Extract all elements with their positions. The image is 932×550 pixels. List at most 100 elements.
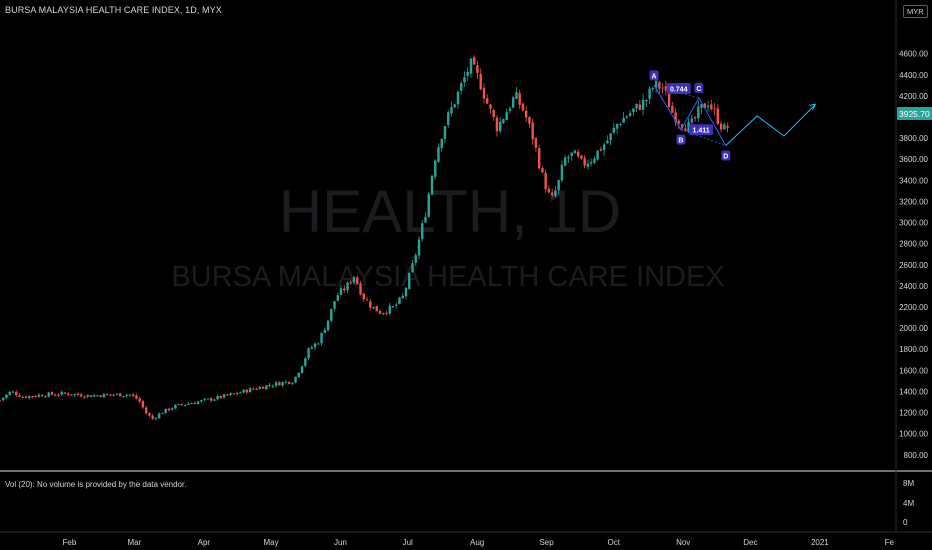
- candle-body: [489, 104, 492, 109]
- candle-body: [144, 407, 148, 414]
- time-tick-label: Apr: [198, 538, 211, 547]
- candle-body: [632, 108, 635, 112]
- candle-body: [54, 394, 57, 396]
- candle-body: [131, 394, 135, 396]
- candle-body: [560, 164, 564, 181]
- candle-body: [369, 301, 372, 308]
- candle-body: [541, 168, 544, 173]
- candle-body: [658, 82, 661, 89]
- price-tick-label: 4400.00: [899, 71, 928, 80]
- candle-body: [80, 394, 83, 397]
- pattern-point-label: B: [678, 138, 683, 145]
- volume-tick-label: 8M: [903, 479, 914, 488]
- candle-body: [297, 372, 301, 378]
- watermark-name: BURSA MALAYSIA HEALTH CARE INDEX: [171, 261, 724, 293]
- candle-body: [193, 402, 197, 404]
- candle-body: [576, 151, 580, 157]
- candle-body: [177, 403, 180, 405]
- candle-body: [408, 273, 411, 289]
- candle-body: [76, 393, 80, 395]
- candle-body: [47, 392, 50, 397]
- candle-body: [476, 65, 479, 73]
- price-tick-label: 2800.00: [899, 240, 928, 249]
- candle-body: [170, 408, 174, 410]
- price-tick-label: 4200.00: [899, 92, 928, 101]
- candle-body: [323, 330, 326, 333]
- candle-body: [226, 394, 229, 396]
- pattern-point-label: C: [696, 86, 701, 93]
- time-tick-label: Fe: [885, 538, 895, 547]
- candle-body: [700, 104, 703, 109]
- candle-body: [92, 395, 96, 397]
- pattern-point-badge: [694, 83, 704, 94]
- candle-body: [252, 388, 255, 390]
- candle-body: [102, 393, 106, 398]
- candle-body: [440, 138, 443, 149]
- candle-body: [333, 301, 336, 309]
- candle-body: [417, 239, 421, 256]
- chart-title: BURSA MALAYSIA HEALTH CARE INDEX, 1D, MY…: [5, 5, 222, 15]
- time-tick-label: Feb: [63, 538, 77, 547]
- candle-body: [521, 103, 525, 111]
- candle-body: [606, 140, 609, 144]
- candle-body: [567, 157, 570, 159]
- candle-body: [421, 223, 424, 239]
- candle-body: [684, 128, 687, 131]
- time-tick-label: Nov: [676, 538, 690, 547]
- candle-body: [109, 394, 112, 396]
- candle-body: [534, 138, 538, 148]
- time-tick-label: Jul: [403, 538, 413, 547]
- candle-body: [450, 107, 453, 114]
- candle-body: [635, 103, 638, 109]
- candle-body: [563, 157, 567, 166]
- candle-body: [492, 110, 495, 118]
- candle-body: [209, 398, 213, 401]
- candle-body: [57, 394, 60, 396]
- candle-body: [671, 105, 674, 113]
- candle-body: [498, 121, 502, 132]
- currency-badge[interactable]: MYR: [903, 5, 928, 18]
- price-tick-label: 4600.00: [899, 50, 928, 59]
- candle-body: [73, 393, 76, 396]
- candle-body: [122, 395, 125, 397]
- candle-body: [18, 395, 21, 397]
- candle-body: [304, 358, 307, 366]
- candle-body: [531, 122, 534, 140]
- pattern-point-label: A: [652, 73, 657, 80]
- candle-body: [222, 394, 226, 398]
- candle-body: [34, 396, 37, 398]
- time-axis[interactable]: Feb Mar Apr May Jun Jul Aug Sep Oct Nov Dec 2021 Fe: [63, 538, 895, 547]
- candle-body: [680, 124, 684, 129]
- candle-body: [482, 88, 486, 99]
- candle-body: [602, 144, 606, 150]
- candle-body: [693, 117, 697, 119]
- candle-body: [336, 295, 339, 301]
- candle-body: [37, 394, 41, 397]
- candle-body: [60, 392, 63, 395]
- candle-body: [164, 408, 167, 414]
- candle-body: [583, 158, 586, 166]
- candle-body: [196, 401, 200, 404]
- candle-body: [343, 288, 346, 291]
- candle-body: [723, 124, 726, 130]
- candle-body: [401, 295, 404, 298]
- candle-body: [138, 398, 141, 402]
- candle-body: [118, 393, 122, 397]
- candle-body: [641, 99, 645, 110]
- candle-body: [557, 179, 560, 191]
- candle-body: [460, 83, 463, 91]
- candle-body: [235, 392, 239, 394]
- candle-body: [11, 391, 15, 393]
- candle-body: [105, 394, 109, 396]
- harmonic-pattern[interactable]: A B C D 0.744 1.411: [649, 70, 817, 161]
- candle-body: [502, 119, 505, 123]
- candle-body: [112, 394, 115, 396]
- pattern-ratio-badge: [689, 124, 714, 136]
- candle-body: [544, 172, 547, 190]
- price-tick-label: 3400.00: [899, 176, 928, 185]
- projection-arrowhead: [809, 103, 817, 111]
- candle-body: [187, 403, 190, 405]
- candle-body: [469, 58, 473, 74]
- price-tick-label: 2200.00: [899, 303, 928, 312]
